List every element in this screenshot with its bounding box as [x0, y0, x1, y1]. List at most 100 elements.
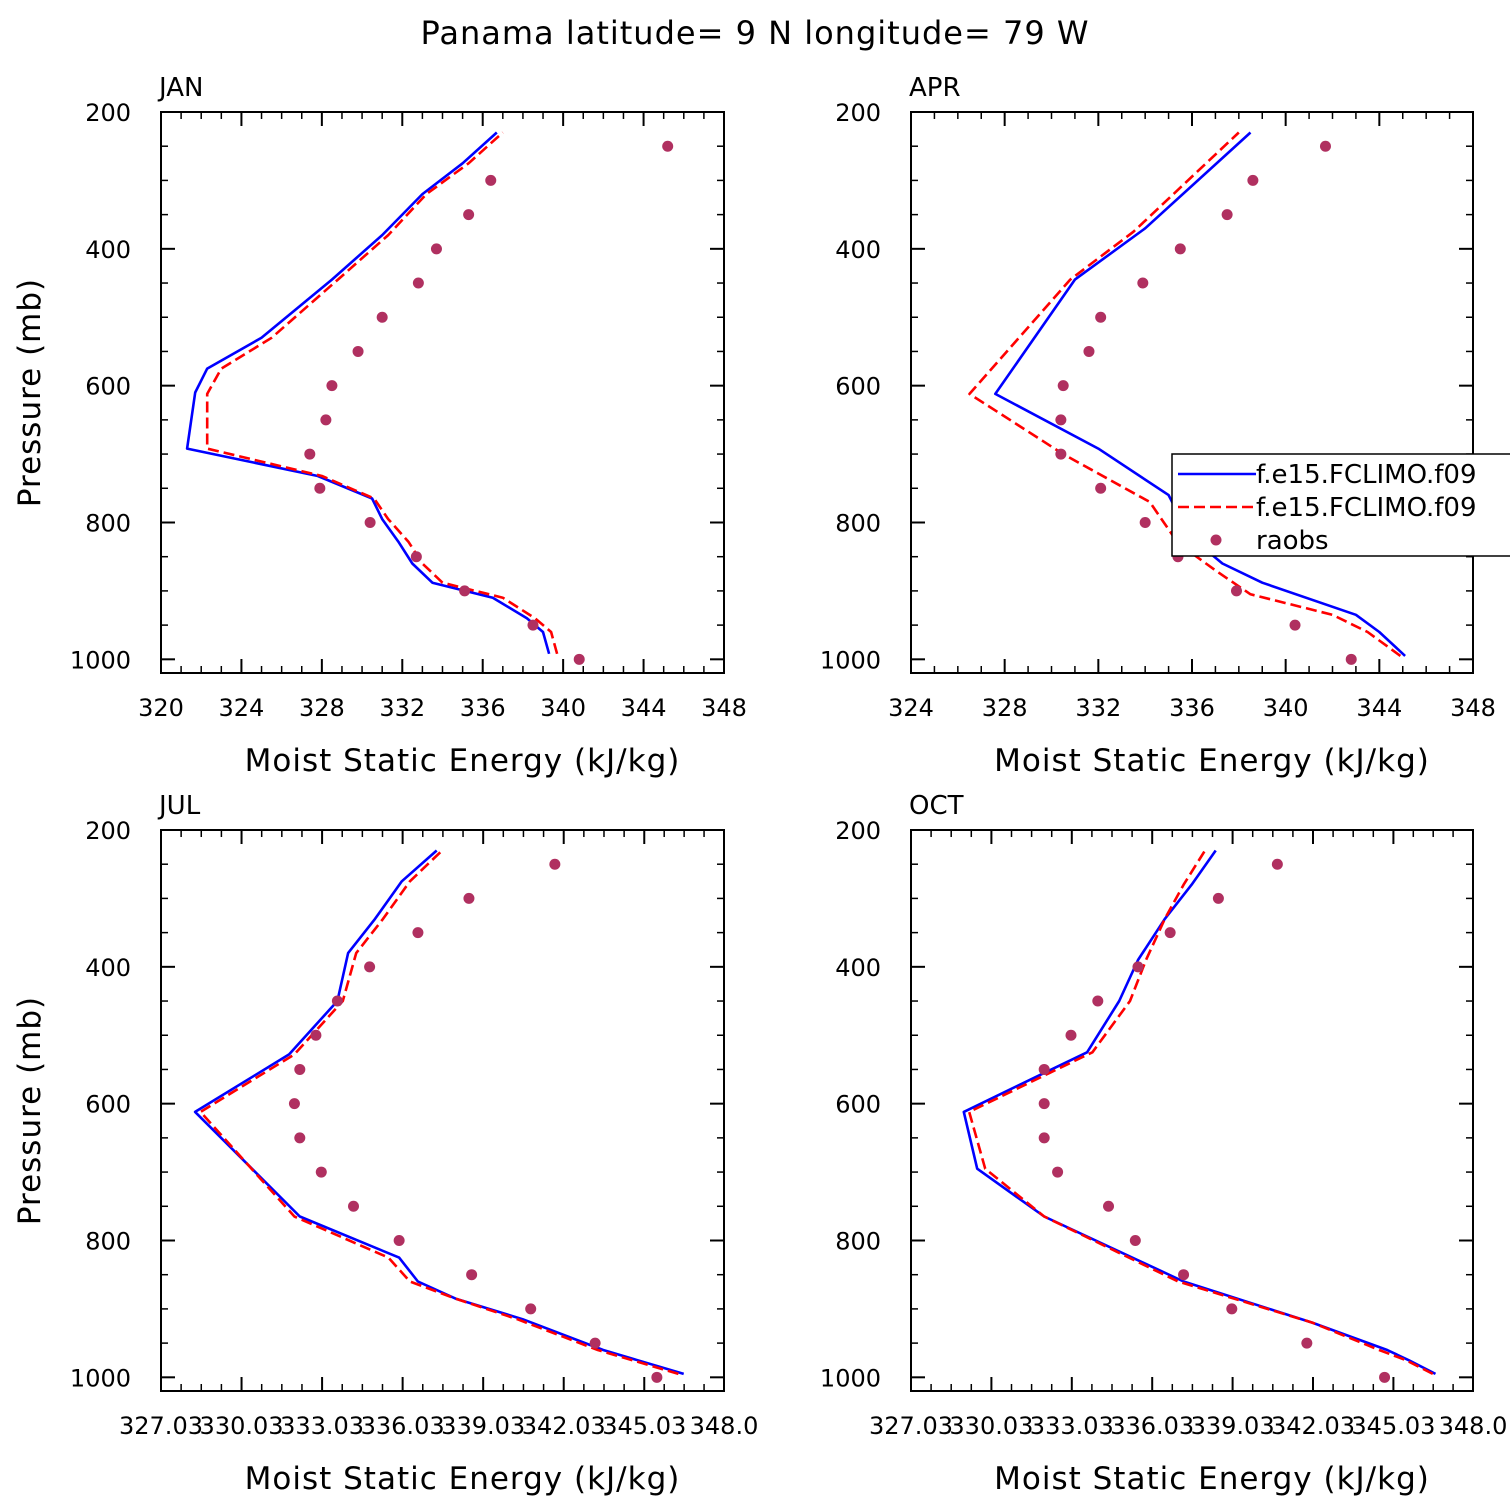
raobs-point	[1103, 1200, 1115, 1212]
raobs-point	[1092, 995, 1104, 1007]
x-tick-label: 348	[1450, 694, 1496, 722]
y-tick-label: 1000	[820, 646, 881, 674]
x-tick-label: 348	[701, 694, 747, 722]
raobs-point	[1301, 1337, 1313, 1349]
series-group	[962, 849, 1437, 1383]
y-tick-label: 800	[85, 1227, 131, 1255]
raobs-point	[463, 209, 475, 221]
y-tick-label: 600	[85, 1091, 131, 1119]
chart-panel-apr: 324 328 332 336 340 344 348 200 400 600 800 1000 APR…	[820, 73, 1496, 779]
series-line-dashed	[199, 849, 679, 1376]
raobs-point	[1174, 243, 1186, 255]
raobs-point	[466, 1269, 478, 1281]
raobs-point	[376, 311, 388, 323]
raobs-point	[331, 995, 343, 1007]
raobs-point	[1221, 209, 1233, 221]
series-line-dashed	[968, 131, 1402, 657]
raobs-point	[1038, 1063, 1050, 1075]
y-tick-label: 1000	[820, 1364, 881, 1392]
x-tick-label: 340	[540, 694, 586, 722]
y-tick-label: 1000	[70, 1364, 131, 1392]
y-tick-label: 800	[835, 509, 881, 537]
x-tick-label: 328	[982, 694, 1028, 722]
series-line-solid	[193, 849, 685, 1376]
raobs-point	[1289, 619, 1301, 631]
y-tick-label: 400	[85, 954, 131, 982]
x-tick-label: 348.0	[690, 1412, 759, 1440]
x-axis-title: Moist Static Energy (kJ/kg)	[994, 1461, 1430, 1497]
raobs-point	[1139, 516, 1151, 528]
raobs-point	[1247, 174, 1259, 186]
raobs-point	[347, 1200, 359, 1212]
legend-marker	[1210, 534, 1222, 546]
raobs-point	[310, 1029, 322, 1041]
x-axis-title: Moist Static Energy (kJ/kg)	[994, 743, 1430, 779]
x-tick-label: 327.03	[869, 1412, 953, 1440]
figure-title: Panama latitude= 9 N longitude= 79 W	[421, 14, 1090, 52]
x-axis-title: Moist Static Energy (kJ/kg)	[245, 1461, 681, 1497]
plot-frame	[160, 829, 725, 1392]
raobs-point	[459, 585, 471, 597]
x-tick-label: 336	[460, 694, 506, 722]
x-tick-label: 320	[138, 694, 184, 722]
chart-panel-jan: 320 324 328 332 336 340 344 348 200 400 600 800 1000…	[12, 73, 747, 779]
panel-title: OCT	[909, 791, 964, 821]
chart-panel-oct: 327.03330.03333.03336.03339.03342.03345.…	[820, 791, 1507, 1497]
y-tick-label: 600	[85, 373, 131, 401]
x-tick-label: 342.03	[1271, 1412, 1355, 1440]
x-tick-label: 339.03	[1191, 1412, 1275, 1440]
raobs-point	[662, 140, 674, 152]
raobs-point	[1065, 1029, 1077, 1041]
y-tick-label: 400	[85, 236, 131, 264]
series-line-dashed	[967, 849, 1434, 1376]
raobs-point	[651, 1371, 663, 1383]
raobs-point	[1057, 380, 1069, 392]
panel-title: APR	[909, 73, 961, 103]
raobs-point	[1055, 414, 1067, 426]
plot-frame	[910, 829, 1474, 1392]
series-line-solid	[185, 131, 551, 655]
raobs-point	[1271, 858, 1283, 870]
raobs-point	[1132, 961, 1144, 973]
raobs-point	[549, 858, 561, 870]
y-tick-label: 800	[85, 509, 131, 537]
raobs-point	[364, 961, 376, 973]
raobs-point	[1038, 1132, 1050, 1144]
panel-title: JAN	[157, 73, 203, 103]
legend-label: f.e15.FCLIMO.f09	[1256, 493, 1476, 523]
series-line-solid	[962, 849, 1437, 1376]
y-tick-label: 400	[835, 236, 881, 264]
raobs-point	[320, 414, 332, 426]
raobs-point	[1055, 448, 1067, 460]
panel-title: JUL	[157, 791, 201, 821]
raobs-point	[1230, 585, 1242, 597]
x-tick-label: 327.03	[119, 1412, 203, 1440]
x-tick-label: 333.03	[280, 1412, 364, 1440]
y-axis-title: Pressure (mb)	[12, 278, 48, 507]
x-tick-label: 328	[299, 694, 345, 722]
raobs-point	[1379, 1371, 1391, 1383]
raobs-point	[410, 551, 422, 563]
raobs-point	[294, 1132, 306, 1144]
x-axis-title: Moist Static Energy (kJ/kg)	[245, 743, 681, 779]
raobs-point	[1137, 277, 1149, 289]
raobs-point	[1226, 1303, 1238, 1315]
x-tick-label: 342.03	[522, 1412, 606, 1440]
x-tick-label: 336.03	[361, 1412, 445, 1440]
raobs-point	[412, 277, 424, 289]
raobs-point	[364, 516, 376, 528]
x-tick-label: 345.03	[1351, 1412, 1435, 1440]
raobs-point	[589, 1337, 601, 1349]
x-tick-label: 344	[621, 694, 667, 722]
raobs-point	[1052, 1166, 1064, 1178]
raobs-point	[1038, 1098, 1050, 1110]
x-tick-label: 330.03	[200, 1412, 284, 1440]
raobs-point	[573, 653, 585, 665]
panels: 320 324 328 332 336 340 344 348 200 400 600 800 1000…	[12, 73, 1507, 1497]
x-tick-label: 330.03	[949, 1412, 1033, 1440]
x-tick-label: 336	[1169, 694, 1215, 722]
y-axis-title: Pressure (mb)	[12, 996, 48, 1225]
raobs-point	[315, 1166, 327, 1178]
raobs-point	[393, 1234, 405, 1246]
